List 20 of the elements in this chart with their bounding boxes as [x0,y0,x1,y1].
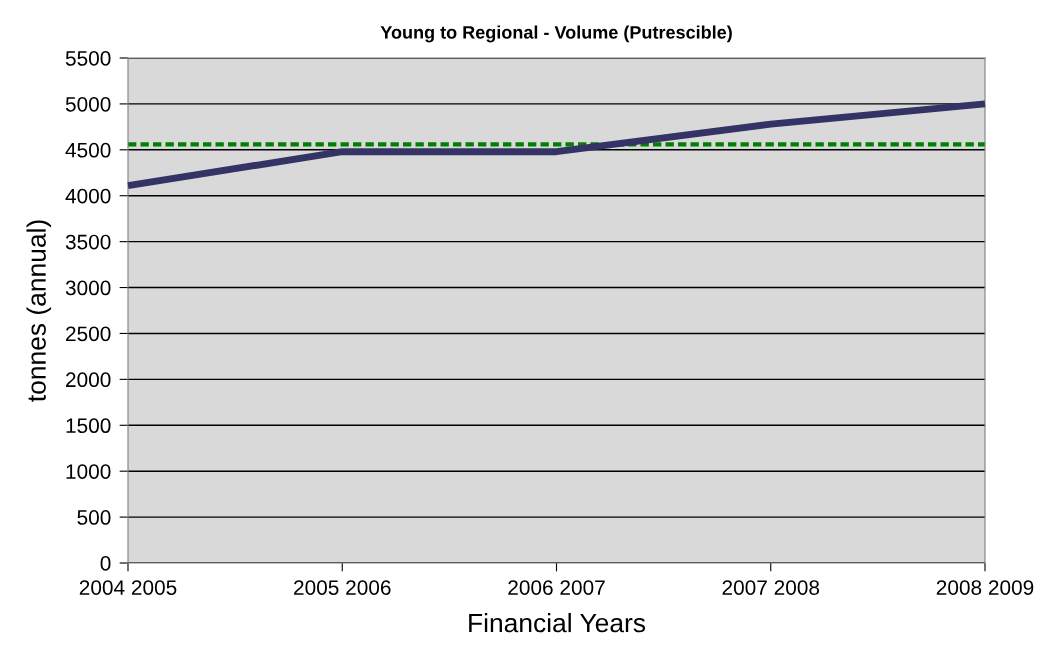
y-tick-label: 2000 [66,372,111,388]
x-tick-label: 2004 2005 [79,580,177,595]
y-tick-label: 0 [100,556,111,571]
chart-title: Young to Regional - Volume (Putrescible) [380,25,732,43]
x-tick-label: 2008 2009 [936,580,1034,595]
x-tick-label: 2006 2007 [508,580,605,595]
y-tick-label: 5000 [65,96,111,112]
x-axis-title: Financial Years [469,612,646,633]
x-tick-label: 2007 2008 [722,580,820,595]
y-tick-label: 3500 [65,234,111,250]
x-tick-label: 2005 2006 [294,580,391,595]
y-tick-label: 5500 [65,51,111,66]
y-tick-label: 1500 [66,418,111,434]
y-tick-label: 1000 [66,464,111,479]
y-tick-label: 4000 [65,188,111,204]
y-tick-label: 500 [77,510,111,525]
y-tick-label: 2500 [66,326,111,342]
y-tick-label: 3000 [65,280,111,296]
y-axis-title: tonnes (annual) [26,220,52,402]
y-tick-label: 4500 [65,142,111,158]
